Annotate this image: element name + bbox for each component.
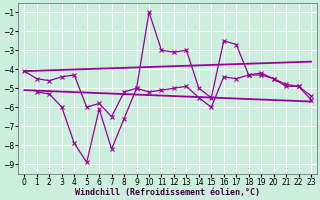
X-axis label: Windchill (Refroidissement éolien,°C): Windchill (Refroidissement éolien,°C): [75, 188, 260, 197]
